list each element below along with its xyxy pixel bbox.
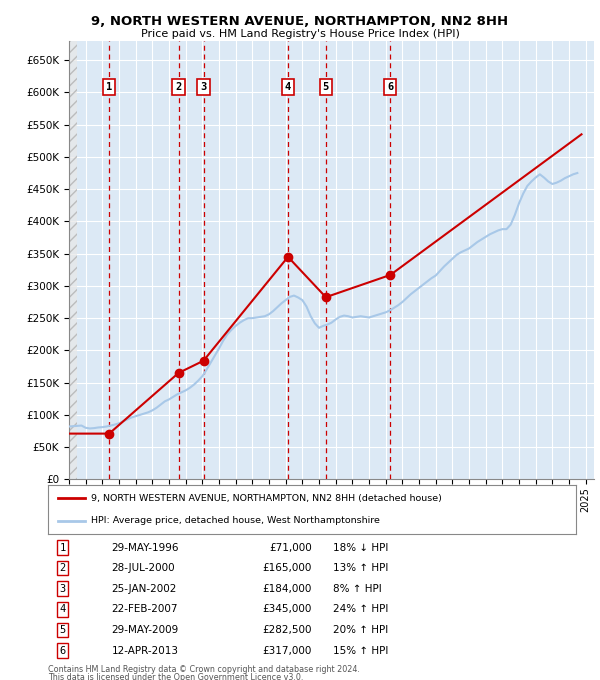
Text: Contains HM Land Registry data © Crown copyright and database right 2024.: Contains HM Land Registry data © Crown c… <box>48 665 360 674</box>
Text: 4: 4 <box>285 82 291 92</box>
Text: 29-MAY-1996: 29-MAY-1996 <box>112 543 179 553</box>
Text: 22-FEB-2007: 22-FEB-2007 <box>112 605 178 615</box>
Text: 1: 1 <box>59 543 66 553</box>
Text: £345,000: £345,000 <box>263 605 312 615</box>
Text: 8% ↑ HPI: 8% ↑ HPI <box>333 583 382 594</box>
Text: 29-MAY-2009: 29-MAY-2009 <box>112 625 179 635</box>
Text: £282,500: £282,500 <box>263 625 312 635</box>
Text: 6: 6 <box>59 645 66 656</box>
Text: 3: 3 <box>200 82 206 92</box>
Bar <box>69 41 77 479</box>
Text: 18% ↓ HPI: 18% ↓ HPI <box>333 543 388 553</box>
Text: 5: 5 <box>59 625 66 635</box>
Text: This data is licensed under the Open Government Licence v3.0.: This data is licensed under the Open Gov… <box>48 673 304 680</box>
Text: £317,000: £317,000 <box>263 645 312 656</box>
Text: 12-APR-2013: 12-APR-2013 <box>112 645 178 656</box>
Text: 5: 5 <box>323 82 329 92</box>
Text: 15% ↑ HPI: 15% ↑ HPI <box>333 645 388 656</box>
Text: 9, NORTH WESTERN AVENUE, NORTHAMPTON, NN2 8HH: 9, NORTH WESTERN AVENUE, NORTHAMPTON, NN… <box>91 15 509 28</box>
Text: 2: 2 <box>175 82 182 92</box>
Text: 2: 2 <box>59 563 66 573</box>
Text: 9, NORTH WESTERN AVENUE, NORTHAMPTON, NN2 8HH (detached house): 9, NORTH WESTERN AVENUE, NORTHAMPTON, NN… <box>91 494 442 503</box>
Text: £71,000: £71,000 <box>269 543 312 553</box>
Text: 4: 4 <box>59 605 66 615</box>
Text: 20% ↑ HPI: 20% ↑ HPI <box>333 625 388 635</box>
Text: Price paid vs. HM Land Registry's House Price Index (HPI): Price paid vs. HM Land Registry's House … <box>140 29 460 39</box>
Text: HPI: Average price, detached house, West Northamptonshire: HPI: Average price, detached house, West… <box>91 516 380 525</box>
Text: 25-JAN-2002: 25-JAN-2002 <box>112 583 177 594</box>
Text: 28-JUL-2000: 28-JUL-2000 <box>112 563 175 573</box>
Text: £184,000: £184,000 <box>263 583 312 594</box>
Text: 13% ↑ HPI: 13% ↑ HPI <box>333 563 388 573</box>
Text: 6: 6 <box>387 82 394 92</box>
Text: 1: 1 <box>106 82 112 92</box>
Text: 24% ↑ HPI: 24% ↑ HPI <box>333 605 388 615</box>
Text: 3: 3 <box>59 583 66 594</box>
Text: £165,000: £165,000 <box>263 563 312 573</box>
